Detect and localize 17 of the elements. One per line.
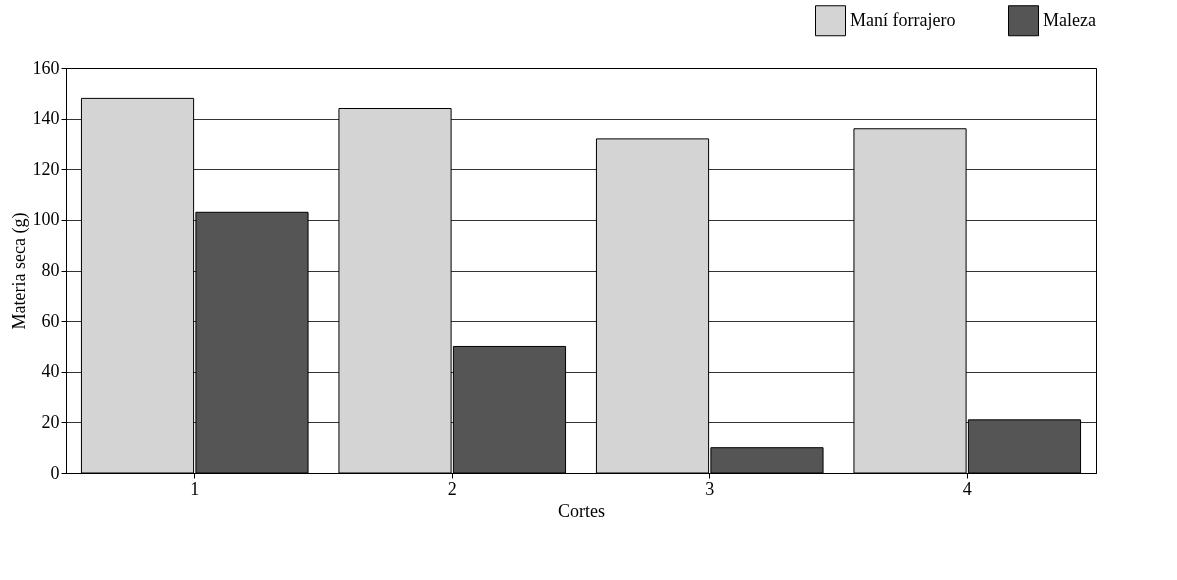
x-axis-title: Cortes bbox=[558, 500, 605, 521]
y-tick-label: 100 bbox=[32, 209, 60, 230]
y-tick-label: 0 bbox=[50, 462, 60, 483]
y-tick-label: 40 bbox=[41, 361, 60, 382]
y-tick-label: 120 bbox=[32, 158, 60, 179]
legend-label: Maleza bbox=[1043, 9, 1096, 30]
y-axis-title: Materia seca (g) bbox=[8, 212, 30, 330]
y-tick-label: 80 bbox=[41, 260, 60, 280]
y-tick-label: 20 bbox=[41, 411, 60, 432]
legend-label: Maní forrajero bbox=[850, 9, 956, 30]
x-tick-label: 3 bbox=[705, 478, 715, 499]
y-tick-label: 60 bbox=[41, 310, 60, 331]
x-tick-label: 4 bbox=[962, 478, 972, 499]
y-tick-label: 140 bbox=[32, 108, 60, 129]
x-tick-label: 1 bbox=[190, 478, 200, 499]
y-tick-label: 160 bbox=[32, 57, 60, 78]
x-tick-label: 2 bbox=[447, 478, 457, 499]
